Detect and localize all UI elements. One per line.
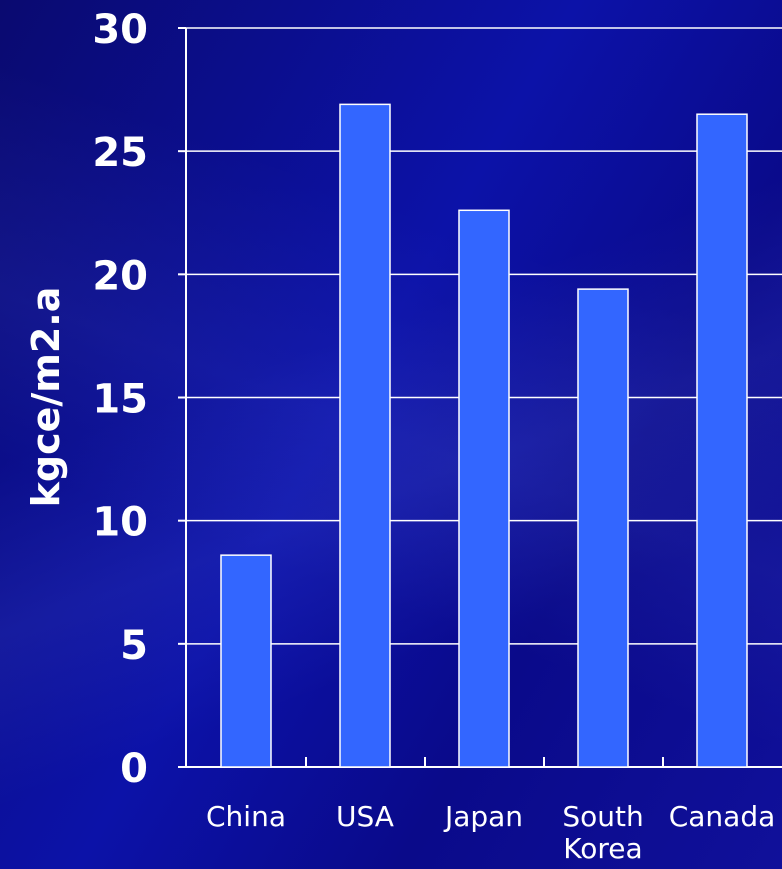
bar-china (220, 554, 272, 768)
x-tick-label: USA (336, 800, 394, 833)
y-tick-label: 5 (120, 623, 148, 669)
y-tick-label: 20 (92, 253, 148, 299)
y-tick-label: 0 (120, 746, 148, 792)
x-tick-label: South (562, 800, 643, 833)
y-tick-label: 30 (92, 7, 148, 53)
bar-canada (696, 113, 748, 768)
x-tick-label: Korea (563, 832, 642, 865)
x-tick-label: China (206, 800, 286, 833)
x-tick-label: Japan (443, 800, 523, 833)
bar-japan (458, 209, 510, 768)
bar-usa (339, 103, 391, 768)
y-tick-label: 25 (92, 130, 148, 176)
bar-south-korea (577, 288, 629, 768)
y-tick-label: 10 (92, 500, 148, 546)
y-axis-label: kgce/m2.a (24, 287, 68, 508)
y-tick-label: 15 (92, 377, 148, 423)
x-tick-label: Canada (669, 800, 776, 833)
